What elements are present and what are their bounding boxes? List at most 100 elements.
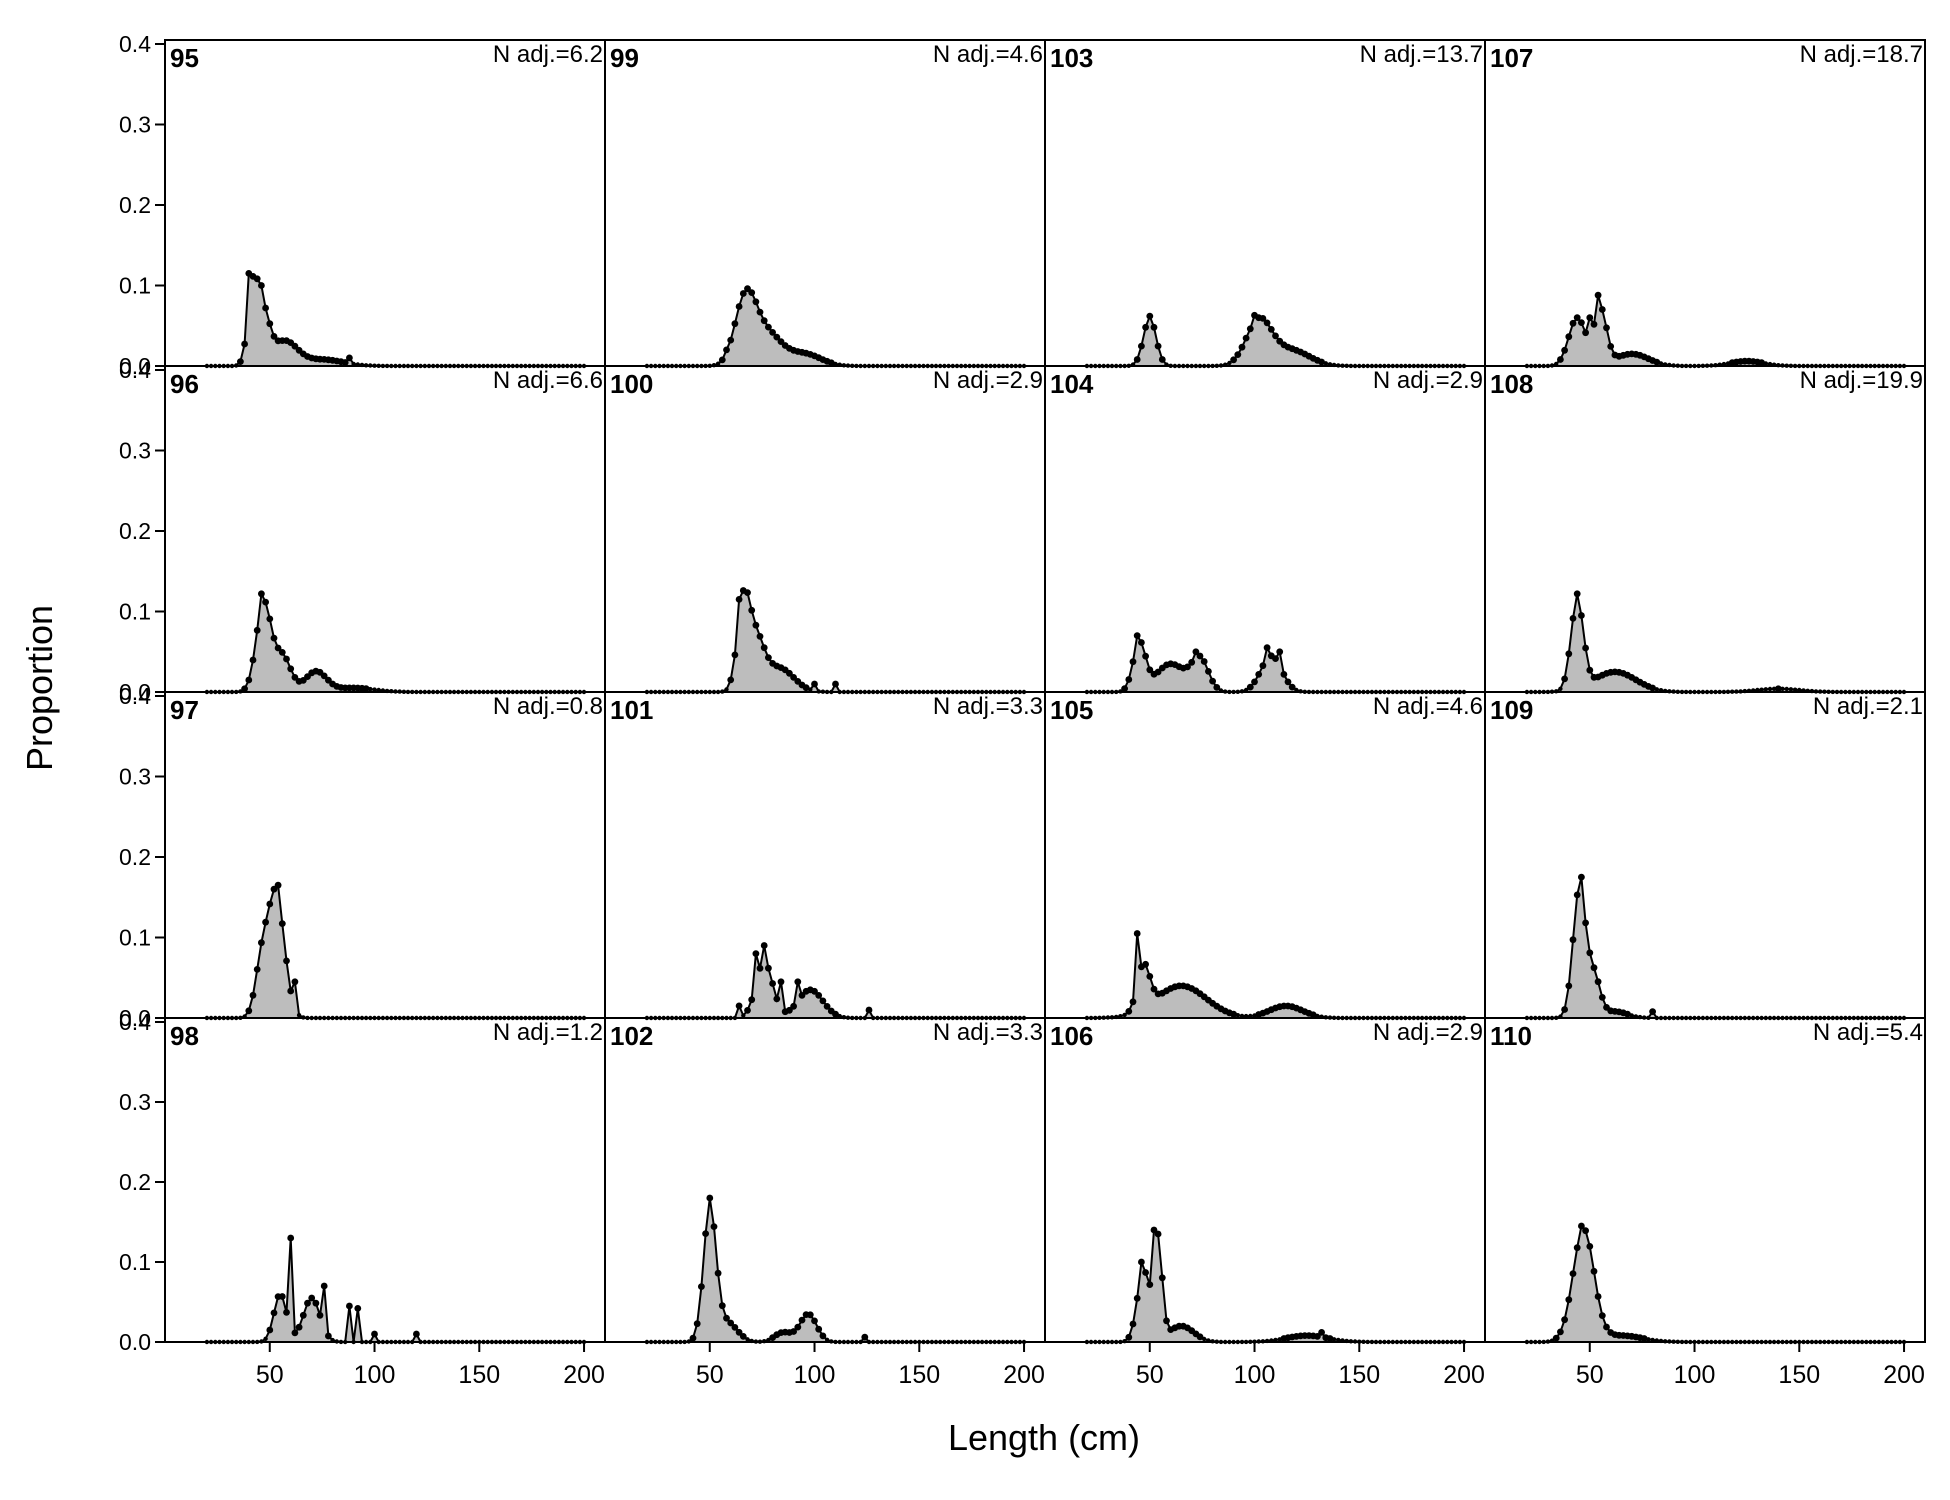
point-103-44: [1133, 356, 1141, 363]
area-110: [1526, 1226, 1904, 1342]
point-95-52: [270, 333, 278, 340]
point-98-50: [266, 1326, 274, 1334]
point-108-46: [1578, 612, 1585, 619]
point-103-90: [1230, 356, 1237, 364]
panel-n-96: N adj.=6.6: [493, 367, 603, 394]
point-102-58: [723, 1314, 730, 1322]
point-101-70: [748, 996, 756, 1004]
point-102-98: [806, 1311, 814, 1319]
point-96-60: [287, 665, 295, 673]
point-104-76: [1200, 658, 1208, 665]
point-99-80: [769, 329, 776, 336]
point-107-58: [1603, 324, 1610, 332]
panel-n-110: N adj.=5.4: [1813, 1019, 1923, 1046]
y-tick-label-3-0.3: 0.3: [119, 1089, 151, 1115]
point-102-54: [714, 1269, 722, 1277]
point-110-76: [1640, 1335, 1648, 1342]
point-99-66: [739, 290, 747, 297]
point-100-98: [808, 687, 813, 692]
point-101-76: [760, 942, 768, 949]
x-tick-label-3-100: 100: [1674, 1361, 1716, 1389]
point-110-56: [1598, 1312, 1606, 1319]
point-95-86: [341, 359, 349, 366]
panel-110: 110 N adj.=5.4: [1484, 1017, 1926, 1345]
point-104-100: [1251, 678, 1258, 686]
point-95-36: [237, 358, 244, 365]
panel-frame-107: [1484, 39, 1926, 367]
y-tick-label-2-0.0: 0.0: [119, 1005, 151, 1031]
point-104-48: [1142, 652, 1149, 660]
point-96-96: [362, 685, 370, 692]
point-107-36: [1557, 356, 1564, 363]
area-103: [1086, 315, 1464, 366]
point-109-48: [1582, 919, 1589, 927]
point-97-58: [283, 957, 290, 965]
panel-label-107: 107: [1490, 43, 1533, 73]
point-108-148: [1792, 687, 1798, 692]
area-99: [646, 288, 1024, 366]
point-110-36: [1557, 1328, 1564, 1336]
point-107-48: [1582, 329, 1589, 337]
panel-label-95: 95: [170, 43, 199, 73]
point-101-102: [815, 992, 823, 999]
point-107-134: [1763, 361, 1769, 366]
point-105-50: [1146, 973, 1154, 980]
point-105-40: [1125, 1008, 1133, 1015]
point-97-42: [249, 991, 257, 999]
point-109-50: [1586, 949, 1594, 957]
panel-n-104: N adj.=2.9: [1373, 367, 1483, 394]
point-107-50: [1586, 314, 1594, 322]
panel-frame-100: [604, 365, 1046, 693]
panel-frame-101: [604, 691, 1046, 1019]
point-102-50: [706, 1194, 714, 1202]
point-106-138: [1331, 1337, 1337, 1342]
y-tick-label-0-0.0: 0.0: [119, 353, 151, 379]
area-104: [1086, 635, 1464, 692]
point-98-92: [354, 1305, 362, 1312]
point-103-94: [1238, 343, 1246, 351]
point-103-48: [1142, 323, 1149, 331]
point-103-96: [1242, 334, 1250, 342]
x-tick-label-0-50: 50: [256, 1361, 284, 1389]
panel-107: 107 N adj.=18.7: [1484, 39, 1926, 369]
point-96-46: [258, 590, 265, 598]
point-102-94: [798, 1316, 806, 1324]
x-tick-label-3-50: 50: [1576, 1361, 1604, 1389]
point-98-76: [320, 1282, 328, 1290]
area-98: [206, 1238, 584, 1342]
point-103-92: [1234, 351, 1242, 358]
point-104-78: [1205, 668, 1212, 675]
point-104-70: [1188, 658, 1196, 666]
point-104-44: [1133, 632, 1141, 639]
point-105-48: [1142, 960, 1149, 968]
point-110-50: [1586, 1243, 1594, 1250]
panel-label-104: 104: [1050, 369, 1094, 399]
point-110-52: [1590, 1267, 1598, 1275]
point-107-56: [1598, 306, 1606, 313]
point-108-48: [1582, 644, 1589, 652]
x-tick-label-3-150: 150: [1778, 1361, 1820, 1389]
panel-95: 95 N adj.=6.2: [164, 39, 606, 369]
point-98-78: [325, 1332, 332, 1340]
point-109-38: [1561, 1006, 1568, 1013]
point-109-80: [1649, 1008, 1656, 1015]
axes-layer: 0.00.10.20.30.40.00.10.20.30.40.00.10.20…: [119, 31, 1925, 1389]
point-98-56: [278, 1293, 286, 1300]
point-107-40: [1565, 333, 1573, 341]
point-95-90: [351, 361, 356, 367]
point-99-64: [735, 303, 743, 310]
point-110-34: [1552, 1334, 1560, 1342]
point-99-72: [752, 298, 760, 306]
panel-frame-97: [164, 691, 606, 1019]
panel-n-102: N adj.=3.3: [933, 1019, 1043, 1046]
point-106-74: [1196, 1333, 1204, 1341]
panel-frame-96: [164, 365, 606, 693]
panel-108: 108 N adj.=19.9: [1484, 365, 1926, 695]
point-108-142: [1780, 686, 1785, 691]
point-108-44: [1573, 590, 1581, 598]
point-110-38: [1561, 1316, 1568, 1324]
point-104-116: [1284, 678, 1292, 686]
area-105: [1086, 933, 1464, 1018]
point-110-78: [1646, 1337, 1651, 1342]
